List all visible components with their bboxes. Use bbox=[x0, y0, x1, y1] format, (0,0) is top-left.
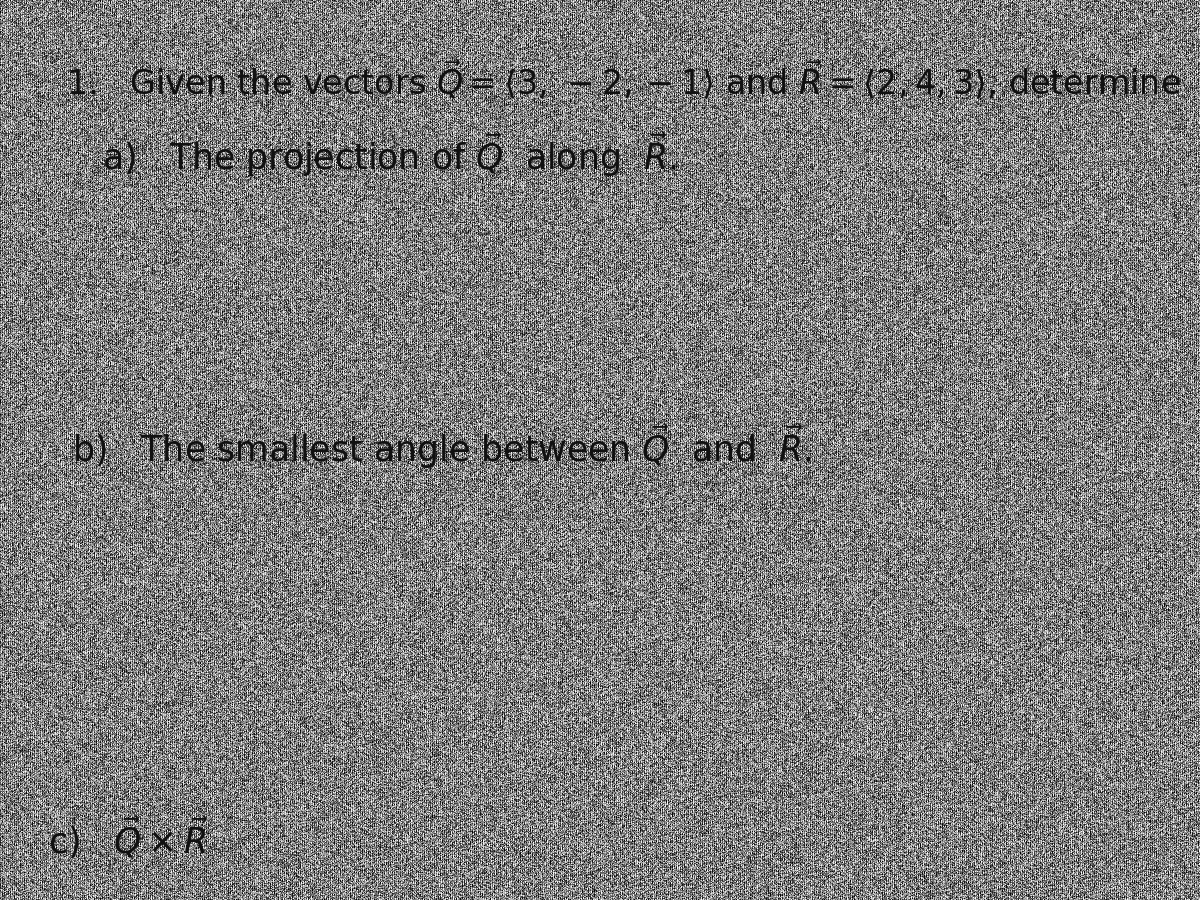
Text: a)   The projection of $\vec{Q}$  along  $\vec{R}$.: a) The projection of $\vec{Q}$ along $\v… bbox=[102, 130, 677, 179]
Text: 1.   Given the vectors $\vec{Q} = \langle 3,\, -2, -1\rangle$ and $\vec{R} = \la: 1. Given the vectors $\vec{Q} = \langle … bbox=[66, 58, 1181, 102]
Text: c)   $\vec{Q} \times \vec{R}$: c) $\vec{Q} \times \vec{R}$ bbox=[48, 814, 209, 861]
Text: b)   The smallest angle between $\vec{Q}$  and  $\vec{R}$.: b) The smallest angle between $\vec{Q}$ … bbox=[72, 423, 812, 472]
